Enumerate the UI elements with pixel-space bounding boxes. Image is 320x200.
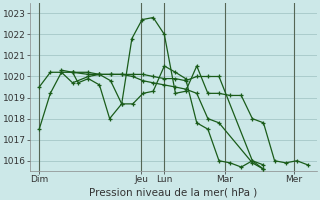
X-axis label: Pression niveau de la mer( hPa ): Pression niveau de la mer( hPa ) [90,187,258,197]
